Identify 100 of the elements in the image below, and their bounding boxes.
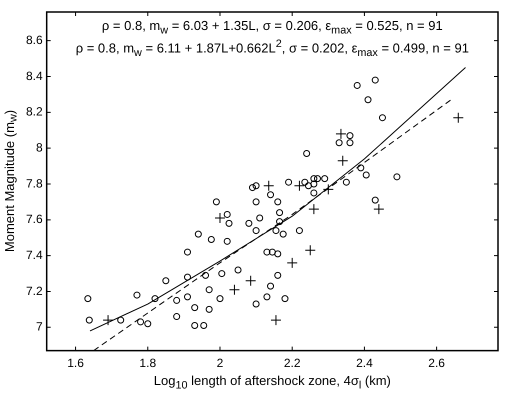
y-tick-label: 8 [36, 140, 43, 154]
point [117, 316, 124, 324]
x-tick-label: 2 [216, 356, 224, 370]
point [364, 96, 372, 104]
point [133, 292, 140, 299]
point [224, 238, 231, 245]
point [308, 204, 320, 215]
point [206, 306, 213, 313]
annotation: ρ = 0.8, m$_{w}$ = 6.03 + 1.35L, σ = 0.206, ε$_{max}$ = 0.525, n = 91 [100, 18, 444, 37]
point [226, 220, 233, 227]
point [191, 304, 198, 312]
point [285, 178, 292, 186]
point [248, 184, 256, 192]
point [303, 150, 310, 158]
point [206, 286, 213, 294]
point [252, 300, 260, 308]
point [270, 314, 282, 326]
point [276, 209, 284, 216]
point [263, 180, 274, 192]
point [314, 175, 321, 182]
point [184, 248, 191, 256]
point [256, 214, 264, 222]
point [310, 189, 318, 196]
point [152, 295, 158, 302]
point [304, 244, 316, 256]
point [224, 210, 231, 218]
point [200, 322, 208, 330]
point [294, 180, 305, 192]
x-tick-label: 2.2 [284, 356, 301, 370]
point [202, 272, 210, 279]
point [184, 274, 191, 281]
point [336, 139, 343, 146]
point [274, 250, 282, 258]
y-tick-label: 7.4 [26, 248, 43, 262]
y-tick-label: 7.6 [26, 212, 43, 226]
point [267, 282, 274, 290]
point [310, 180, 318, 188]
point [335, 128, 346, 140]
point [296, 227, 303, 234]
point [372, 196, 379, 204]
point [346, 139, 354, 146]
point [263, 248, 270, 256]
point [173, 313, 180, 320]
point [218, 270, 226, 278]
point [194, 230, 202, 238]
point [252, 198, 260, 206]
point [304, 182, 312, 190]
point [286, 257, 298, 268]
point [310, 175, 318, 182]
point [245, 275, 256, 286]
point [102, 314, 114, 326]
y-tick-label: 7 [36, 320, 43, 334]
point [216, 295, 224, 302]
point [354, 82, 361, 89]
point [378, 114, 386, 122]
point [272, 227, 280, 234]
y-tick-label: 8.4 [26, 68, 43, 83]
point [228, 284, 240, 296]
point [372, 76, 379, 84]
point [267, 191, 274, 198]
point [84, 295, 92, 302]
y-tick-label: 8.6 [26, 32, 43, 47]
point [173, 296, 180, 304]
point [214, 212, 226, 224]
point [252, 182, 260, 190]
point [144, 320, 152, 328]
point [362, 172, 370, 179]
point [268, 248, 276, 256]
point [208, 236, 215, 244]
point [301, 178, 308, 186]
point [245, 220, 252, 227]
point [280, 230, 287, 238]
point [184, 293, 191, 300]
point [137, 318, 144, 326]
point [393, 173, 400, 180]
x-tick-label: 1.8 [139, 356, 156, 370]
x-axis-title: Log$_{10}$ length of aftershock zone, 4σ$_{l}$ (km) [152, 372, 392, 392]
point [281, 295, 288, 302]
point [452, 112, 464, 124]
point [337, 155, 348, 166]
point [276, 218, 284, 226]
point [234, 266, 242, 274]
point [321, 175, 328, 182]
point [342, 178, 350, 186]
point [191, 322, 198, 330]
point [162, 277, 170, 284]
x-tick-label: 2.4 [356, 356, 374, 370]
point [373, 204, 384, 215]
point [274, 198, 282, 206]
y-tick-label: 7.8 [26, 176, 43, 190]
x-tick-label: 2.6 [428, 356, 446, 370]
point [86, 316, 93, 324]
annotation: ρ = 0.8, m$_{w}$ = 6.11 + 1.87L+0.662L$^{2}$, σ = 0.202, ε$_{max}$ = 0.499, n = 91 [74, 38, 470, 59]
y-tick-label: 7.2 [26, 284, 43, 298]
point [346, 132, 354, 140]
x-tick-label: 1.6 [67, 356, 84, 370]
point [322, 184, 334, 195]
point [252, 227, 260, 234]
y-tick-label: 8.2 [26, 104, 43, 119]
point [212, 198, 220, 206]
